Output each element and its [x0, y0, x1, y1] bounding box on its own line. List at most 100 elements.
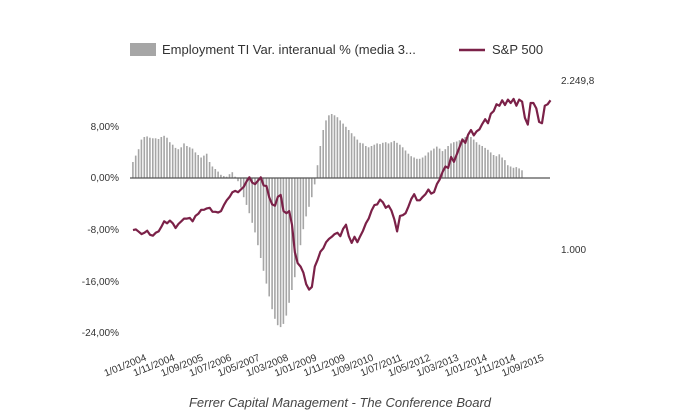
employment-bar: [421, 157, 424, 178]
employment-bar: [427, 152, 430, 178]
employment-bar: [211, 166, 214, 178]
employment-bar: [416, 158, 418, 178]
employment-bar: [299, 178, 302, 246]
employment-bar: [311, 178, 313, 198]
employment-bar: [472, 139, 475, 178]
employment-bar: [362, 143, 364, 178]
employment-bar: [489, 152, 492, 178]
employment-bar: [399, 144, 401, 178]
employment-bar: [401, 147, 404, 178]
left-axis: 8,00% 0,00% -8,00% -16,00% -24,00%: [82, 122, 119, 339]
employment-bar: [191, 148, 194, 178]
employment-bar: [365, 146, 367, 178]
employment-bar: [171, 144, 174, 178]
employment-bar: [461, 138, 464, 178]
employment-bar: [234, 176, 236, 178]
employment-bar: [132, 162, 134, 178]
employment-bar: [325, 120, 327, 178]
employment-bar: [186, 146, 188, 178]
chart-caption: Ferrer Capital Management - The Conferen…: [189, 395, 492, 410]
employment-bar: [313, 178, 316, 185]
employment-bar: [294, 178, 296, 278]
employment-bar: [228, 174, 231, 178]
employment-bar: [350, 133, 353, 178]
employment-bar: [438, 148, 441, 178]
employment-bar: [433, 148, 435, 178]
employment-bar: [140, 139, 143, 178]
employment-bar: [359, 142, 361, 178]
employment-bar: [330, 114, 333, 178]
employment-bar: [308, 178, 310, 207]
employment-bar: [390, 142, 393, 178]
left-tick-label: -24,00%: [82, 328, 119, 339]
employment-bar: [194, 152, 197, 178]
right-tick-label: 2.249,8: [561, 76, 595, 87]
employment-bar: [240, 178, 242, 188]
employment-bar: [188, 147, 191, 178]
employment-bar: [407, 153, 410, 178]
employment-bar: [339, 120, 341, 178]
employment-bar: [478, 144, 481, 178]
employment-bar: [413, 157, 415, 178]
employment-bar: [137, 149, 140, 178]
employment-bar: [259, 178, 262, 258]
legend: Employment TI Var. interanual % (media 3…: [130, 42, 543, 57]
employment-bar: [509, 166, 512, 178]
employment-bar: [245, 178, 248, 205]
left-tick-label: 8,00%: [91, 122, 119, 133]
employment-bar: [157, 139, 160, 178]
employment-bar: [305, 178, 307, 217]
employment-bar: [166, 137, 168, 178]
employment-bar: [223, 176, 225, 178]
employment-bar: [134, 155, 137, 178]
employment-bar: [257, 178, 259, 246]
employment-bar: [475, 142, 478, 178]
employment-bar: [515, 167, 518, 178]
employment-bar: [356, 139, 359, 178]
right-tick-label: 1.000: [561, 245, 586, 256]
employment-bar: [180, 147, 182, 178]
employment-bar: [504, 160, 506, 178]
employment-bar: [288, 178, 290, 303]
left-tick-label: -16,00%: [82, 277, 119, 288]
employment-bar: [319, 146, 322, 178]
left-tick-label: -8,00%: [87, 225, 119, 236]
employment-bar: [265, 178, 268, 284]
employment-bar: [373, 144, 376, 178]
employment-bar: [353, 136, 356, 178]
employment-bar: [342, 123, 344, 178]
employment-bar: [143, 137, 146, 178]
employment-bar: [436, 146, 438, 178]
employment-bar: [177, 149, 180, 178]
employment-bar: [333, 115, 336, 178]
employment-bar: [163, 135, 165, 178]
employment-bar: [518, 168, 520, 178]
employment-bar: [169, 142, 171, 178]
employment-bar: [302, 178, 305, 230]
employment-bar: [271, 178, 273, 310]
employment-bar: [455, 141, 458, 178]
legend-label-sp500: S&P 500: [492, 42, 543, 57]
employment-bar: [481, 146, 483, 178]
employment-bar: [282, 178, 285, 324]
employment-bar: [203, 155, 205, 178]
employment-bar: [285, 178, 288, 316]
legend-label-employment: Employment TI Var. interanual % (media 3…: [162, 42, 416, 57]
employment-bar: [208, 162, 211, 178]
employment-bar: [149, 137, 151, 178]
employment-bar: [225, 176, 228, 178]
employment-bar: [521, 170, 523, 178]
employment-bar: [404, 150, 407, 178]
employment-bar: [424, 155, 427, 178]
employment-bar: [487, 149, 489, 178]
employment-bar: [495, 156, 498, 178]
employment-bar: [367, 147, 370, 178]
employment-bar: [507, 165, 509, 178]
employment-bar: [512, 167, 515, 178]
employment-bar: [447, 146, 449, 178]
employment-bar: [441, 151, 444, 178]
employment-bar: [174, 147, 177, 178]
employment-bar: [231, 172, 234, 178]
employment-bar: [410, 156, 412, 178]
